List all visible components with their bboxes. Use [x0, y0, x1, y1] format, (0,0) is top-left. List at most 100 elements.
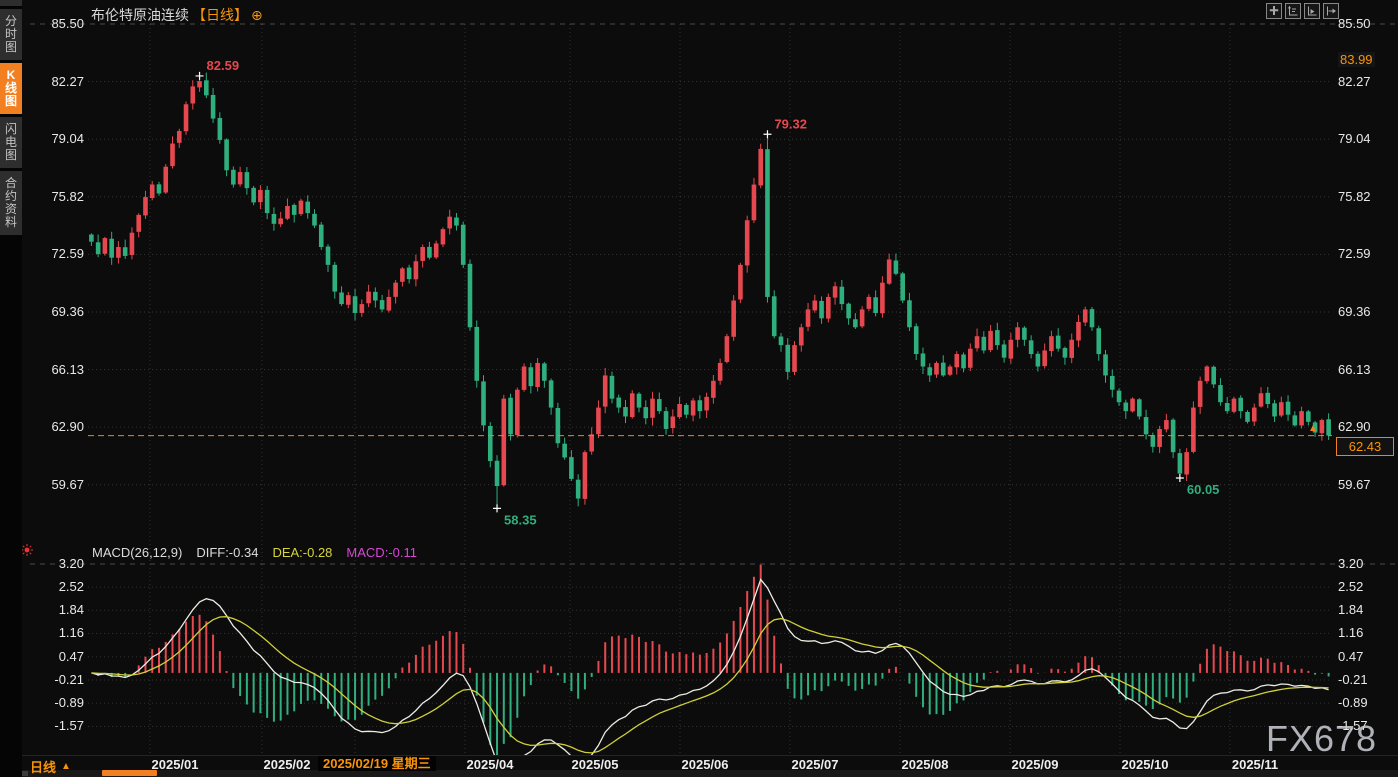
candle [853, 313, 858, 329]
current-price-arrow-icon: ▲ [1308, 423, 1318, 434]
auto-scale-y-icon[interactable] [1285, 3, 1301, 19]
candle [291, 203, 297, 223]
auto-scale-x-icon[interactable] [1304, 3, 1320, 19]
candle [859, 306, 865, 329]
period-selector[interactable]: 日线 ▲ [30, 757, 71, 776]
candle [771, 290, 777, 339]
candle [1285, 395, 1291, 421]
candle [183, 101, 189, 135]
candle [190, 80, 196, 110]
candle [1218, 378, 1223, 406]
candle [264, 185, 270, 220]
candle [575, 474, 581, 507]
sidebar-tab-flash-chart[interactable]: 闪电图 [0, 117, 22, 168]
candle [934, 361, 939, 378]
candle [724, 333, 730, 364]
candle [116, 241, 121, 264]
pan-move-icon[interactable] [1266, 3, 1282, 19]
candle [271, 207, 277, 231]
add-indicator-icon[interactable]: ⊕ [251, 7, 263, 23]
candle [717, 358, 723, 385]
candle [1204, 365, 1210, 384]
chart-title-bar: 布伦特原油连续 【日线】 ⊕ [91, 5, 263, 25]
period-selector-label: 日线 [30, 760, 57, 775]
macd-diff-value: DIFF:-0.34 [196, 545, 259, 560]
candle [893, 253, 899, 276]
candle [636, 392, 642, 413]
candle [1022, 326, 1027, 346]
candle [1028, 335, 1034, 359]
macd-histogram-series [97, 564, 1330, 755]
candle [663, 407, 669, 435]
candle [920, 347, 926, 375]
sidebar-tab-contract-info[interactable]: 合约资料 [0, 171, 22, 235]
candle [95, 234, 101, 258]
candle [731, 295, 736, 341]
candle [210, 87, 216, 123]
candle [379, 294, 385, 313]
sidebar-tab-time-chart[interactable]: 分时图 [0, 9, 22, 60]
axis-high-price-flag: 83.99 [1338, 52, 1375, 67]
candle [1197, 376, 1203, 414]
candle [582, 450, 588, 505]
candle [602, 367, 608, 414]
candle [1042, 343, 1047, 369]
candle [1123, 399, 1129, 419]
candle [528, 362, 534, 394]
candle [487, 422, 493, 468]
candle [1238, 395, 1244, 419]
candle [947, 364, 953, 377]
candle [1164, 413, 1169, 433]
candle [460, 221, 466, 269]
candle [1265, 386, 1271, 409]
candle [1211, 365, 1216, 388]
candle [839, 279, 845, 311]
sidebar-tab-candle-chart[interactable]: K线图 [0, 63, 22, 114]
candle [1116, 388, 1122, 406]
sidebar: 分时图 K线图 闪电图 合约资料 [0, 0, 22, 777]
candle [406, 264, 412, 284]
candle [1082, 306, 1088, 327]
candle [711, 374, 716, 404]
candle [684, 402, 689, 419]
candle [1292, 411, 1298, 427]
candle [393, 280, 398, 304]
candle [927, 363, 933, 382]
candle [332, 261, 338, 299]
candle [1103, 349, 1108, 383]
candle [542, 361, 547, 388]
candle [1076, 314, 1081, 348]
time-scrollbar-track[interactable] [0, 770, 1398, 777]
period-dropdown-arrow-icon: ▲ [61, 761, 71, 772]
candle [1055, 328, 1061, 352]
candle [494, 455, 500, 509]
candle [204, 72, 209, 99]
candle [325, 244, 331, 272]
candle [629, 390, 635, 419]
macd-dea-value: DEA:-0.28 [272, 545, 333, 560]
candle [1224, 397, 1230, 414]
candle [1245, 410, 1250, 424]
svg-text:82.59: 82.59 [207, 58, 240, 73]
candle [339, 286, 344, 306]
candle [873, 290, 878, 317]
candle [1001, 340, 1007, 363]
time-scrollbar-thumb[interactable] [102, 770, 157, 776]
candle [643, 400, 649, 425]
svg-text:79.32: 79.32 [774, 116, 807, 131]
indicator-settings-icon[interactable] [20, 543, 34, 557]
period-tag: 【日线】 [192, 7, 248, 23]
candle [224, 138, 229, 177]
candle [170, 136, 175, 169]
candle [176, 128, 182, 148]
candle [156, 181, 162, 196]
candle [474, 320, 480, 388]
diff-line [91, 578, 1329, 755]
candle [129, 227, 135, 260]
candle [386, 289, 392, 313]
candle [345, 291, 351, 309]
candle [697, 395, 703, 419]
pan-right-icon[interactable] [1323, 3, 1339, 19]
candle [1278, 396, 1284, 418]
